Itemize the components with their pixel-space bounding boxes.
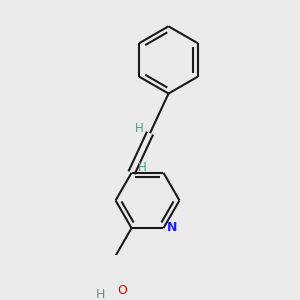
Text: H: H — [138, 161, 147, 174]
Text: O: O — [117, 284, 127, 297]
Text: H: H — [96, 287, 106, 300]
Text: H: H — [135, 122, 143, 135]
Text: N: N — [167, 221, 177, 234]
